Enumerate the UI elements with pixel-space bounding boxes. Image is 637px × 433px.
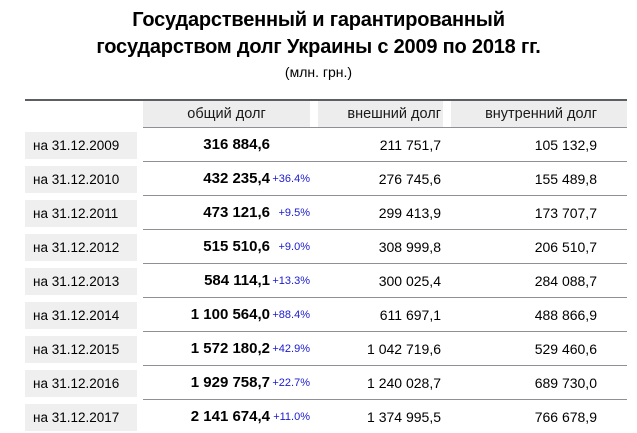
external-debt-value: 1 240 028,7: [367, 374, 441, 391]
internal-debt-value: 529 460,6: [534, 340, 597, 357]
table-row: на 31.12.2016 1 929 758,7 +22.7% 1 240 0…: [25, 366, 627, 400]
internal-debt-value: 173 707,7: [534, 204, 597, 221]
total-debt-cell: 432 235,4 +36.4%: [143, 170, 310, 187]
total-debt-value: 515 510,6: [203, 238, 270, 255]
row-data-area: 1 100 564,0 +88.4% 611 697,1 488 866,9: [143, 298, 627, 332]
row-data-area: 432 235,4 +36.4% 276 745,6 155 489,8: [143, 162, 627, 196]
date-cell: на 31.12.2017: [25, 404, 137, 431]
growth-percent-badge: +22.7%: [272, 376, 310, 389]
external-debt-value: 276 745,6: [378, 170, 441, 187]
total-debt-value: 1 100 564,0: [190, 306, 270, 323]
date-cell: на 31.12.2010: [25, 166, 137, 193]
external-debt-value: 300 025,4: [378, 272, 441, 289]
table-row: на 31.12.2012 515 510,6 +9.0% 308 999,8 …: [25, 230, 627, 264]
internal-debt-value: 206 510,7: [534, 238, 597, 255]
date-cell: на 31.12.2016: [25, 370, 137, 397]
column-header-internal: внутренний долг: [451, 101, 627, 127]
internal-debt-value: 284 088,7: [534, 272, 597, 289]
row-data-area: 515 510,6 +9.0% 308 999,8 206 510,7: [143, 230, 627, 264]
date-cell: на 31.12.2015: [25, 336, 137, 363]
date-cell: на 31.12.2013: [25, 268, 137, 295]
total-debt-value: 432 235,4: [203, 170, 270, 187]
column-header-total: общий долг: [143, 101, 310, 127]
column-header-external: внешний долг: [318, 101, 443, 127]
total-debt-cell: 316 884,6: [143, 136, 310, 153]
title-block: Государственный и гарантированный госуда…: [0, 0, 637, 83]
row-data-area: 2 141 674,4 +11.0% 1 374 995,5 766 678,9: [143, 400, 627, 433]
external-debt-value: 211 751,7: [379, 136, 441, 153]
internal-debt-value: 689 730,0: [534, 374, 597, 391]
table-row: на 31.12.2011 473 121,6 +9.5% 299 413,9 …: [25, 196, 627, 230]
table-header-row: общий долг внешний долг внутренний долг: [25, 101, 627, 128]
total-debt-cell: 1 572 180,2 +42.9%: [143, 340, 310, 357]
table-row: на 31.12.2017 2 141 674,4 +11.0% 1 374 9…: [25, 400, 627, 433]
total-debt-cell: 2 141 674,4 +11.0%: [143, 408, 310, 425]
external-debt-value: 308 999,8: [378, 238, 441, 255]
external-debt-value: 1 042 719,6: [367, 340, 441, 357]
page-title-line-2: государством долг Украины с 2009 по 2018…: [96, 36, 541, 58]
internal-debt-value: 155 489,8: [534, 170, 597, 187]
date-cell: на 31.12.2009: [25, 132, 137, 159]
date-cell: на 31.12.2012: [25, 234, 137, 261]
total-debt-cell: 584 114,1 +13.3%: [143, 272, 310, 289]
table-row: на 31.12.2014 1 100 564,0 +88.4% 611 697…: [25, 298, 627, 332]
growth-percent-badge: +13.3%: [272, 274, 310, 287]
date-cell: на 31.12.2014: [25, 302, 137, 329]
header-date-cell: [25, 101, 137, 128]
units-label: (млн. грн.): [284, 64, 353, 80]
total-debt-value: 1 929 758,7: [190, 374, 270, 391]
total-debt-cell: 515 510,6 +9.0%: [143, 238, 310, 255]
header-data-area: общий долг внешний долг внутренний долг: [143, 101, 627, 128]
row-data-area: 473 121,6 +9.5% 299 413,9 173 707,7: [143, 196, 627, 230]
external-debt-value: 1 374 995,5: [367, 408, 441, 425]
growth-percent-badge: +11.0%: [273, 410, 310, 423]
page-title-line-1: Государственный и гарантированный: [132, 9, 505, 31]
total-debt-value: 1 572 180,2: [190, 340, 270, 357]
row-data-area: 584 114,1 +13.3% 300 025,4 284 088,7: [143, 264, 627, 298]
growth-percent-badge: +36.4%: [272, 172, 310, 185]
total-debt-value: 2 141 674,4: [190, 408, 270, 425]
growth-percent-badge: +9.5%: [278, 206, 311, 219]
growth-percent-badge: +42.9%: [272, 342, 310, 355]
external-debt-value: 611 697,1: [379, 306, 441, 323]
internal-debt-value: 488 866,9: [534, 306, 597, 323]
total-debt-cell: 473 121,6 +9.5%: [143, 204, 310, 221]
table-row: на 31.12.2015 1 572 180,2 +42.9% 1 042 7…: [25, 332, 627, 366]
row-data-area: 1 572 180,2 +42.9% 1 042 719,6 529 460,6: [143, 332, 627, 366]
internal-debt-value: 105 132,9: [534, 136, 597, 153]
date-cell: на 31.12.2011: [25, 200, 137, 227]
table-row: на 31.12.2013 584 114,1 +13.3% 300 025,4…: [25, 264, 627, 298]
total-debt-value: 473 121,6: [203, 204, 270, 221]
row-data-area: 1 929 758,7 +22.7% 1 240 028,7 689 730,0: [143, 366, 627, 400]
total-debt-cell: 1 100 564,0 +88.4%: [143, 306, 310, 323]
total-debt-cell: 1 929 758,7 +22.7%: [143, 374, 310, 391]
growth-percent-badge: +88.4%: [272, 308, 310, 321]
total-debt-value: 316 884,6: [203, 136, 270, 153]
table-row: на 31.12.2010 432 235,4 +36.4% 276 745,6…: [25, 162, 627, 196]
row-data-area: 316 884,6 211 751,7 105 132,9: [143, 128, 627, 162]
total-debt-value: 584 114,1: [204, 272, 270, 289]
external-debt-value: 299 413,9: [378, 204, 441, 221]
growth-percent-badge: +9.0%: [278, 240, 311, 253]
table-row: на 31.12.2009 316 884,6 211 751,7 105 13…: [25, 128, 627, 162]
debt-table: общий долг внешний долг внутренний долг …: [25, 99, 627, 433]
internal-debt-value: 766 678,9: [534, 408, 597, 425]
